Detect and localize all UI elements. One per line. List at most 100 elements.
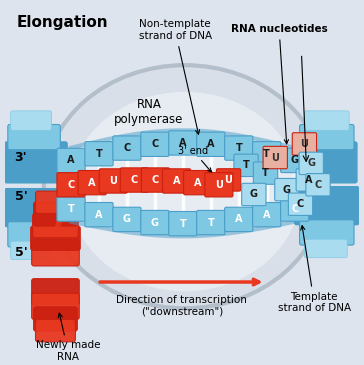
FancyBboxPatch shape bbox=[225, 207, 253, 231]
Text: U: U bbox=[300, 139, 308, 149]
Text: 5': 5' bbox=[15, 246, 27, 260]
Text: C: C bbox=[151, 139, 159, 149]
FancyBboxPatch shape bbox=[57, 197, 85, 221]
Text: 3': 3' bbox=[15, 151, 27, 164]
FancyBboxPatch shape bbox=[295, 187, 359, 224]
Text: C: C bbox=[314, 180, 322, 190]
Ellipse shape bbox=[69, 92, 300, 291]
FancyBboxPatch shape bbox=[113, 136, 141, 160]
FancyBboxPatch shape bbox=[296, 169, 320, 191]
Text: C: C bbox=[291, 204, 298, 214]
FancyBboxPatch shape bbox=[281, 148, 309, 173]
Text: T: T bbox=[179, 219, 186, 228]
Text: T: T bbox=[262, 168, 269, 178]
FancyBboxPatch shape bbox=[141, 168, 170, 192]
FancyBboxPatch shape bbox=[33, 307, 77, 331]
Text: U: U bbox=[271, 153, 279, 162]
Text: T: T bbox=[207, 218, 214, 227]
FancyBboxPatch shape bbox=[36, 319, 75, 342]
FancyBboxPatch shape bbox=[85, 203, 113, 227]
FancyBboxPatch shape bbox=[299, 152, 323, 174]
FancyBboxPatch shape bbox=[162, 169, 191, 193]
FancyBboxPatch shape bbox=[306, 174, 330, 196]
Text: G: G bbox=[283, 185, 291, 195]
Text: 5': 5' bbox=[15, 190, 27, 203]
FancyBboxPatch shape bbox=[242, 183, 266, 205]
Text: U: U bbox=[109, 176, 117, 186]
FancyBboxPatch shape bbox=[32, 293, 79, 319]
FancyBboxPatch shape bbox=[295, 142, 357, 183]
Text: A: A bbox=[179, 138, 187, 148]
FancyBboxPatch shape bbox=[32, 278, 79, 305]
FancyBboxPatch shape bbox=[32, 240, 79, 266]
Text: Newly made
RNA: Newly made RNA bbox=[36, 313, 100, 362]
Text: A: A bbox=[88, 178, 96, 188]
FancyBboxPatch shape bbox=[11, 111, 52, 130]
FancyBboxPatch shape bbox=[5, 189, 72, 227]
FancyBboxPatch shape bbox=[113, 207, 141, 231]
Text: Elongation: Elongation bbox=[17, 15, 108, 30]
Text: G: G bbox=[123, 214, 131, 224]
FancyBboxPatch shape bbox=[300, 124, 354, 150]
Text: Non-template
strand of DNA: Non-template strand of DNA bbox=[139, 19, 211, 134]
FancyBboxPatch shape bbox=[197, 132, 225, 157]
FancyBboxPatch shape bbox=[8, 124, 60, 150]
FancyBboxPatch shape bbox=[304, 239, 347, 258]
Text: T: T bbox=[243, 160, 249, 170]
Ellipse shape bbox=[44, 65, 326, 308]
Text: T: T bbox=[96, 149, 102, 159]
Text: A: A bbox=[263, 210, 270, 220]
FancyBboxPatch shape bbox=[120, 168, 149, 192]
FancyBboxPatch shape bbox=[57, 148, 85, 173]
FancyBboxPatch shape bbox=[263, 146, 288, 169]
FancyBboxPatch shape bbox=[292, 133, 317, 155]
Text: G: G bbox=[250, 189, 258, 200]
Text: U: U bbox=[225, 175, 233, 185]
FancyBboxPatch shape bbox=[253, 203, 281, 227]
FancyBboxPatch shape bbox=[36, 191, 75, 214]
Text: T: T bbox=[264, 149, 270, 159]
FancyBboxPatch shape bbox=[253, 162, 278, 184]
FancyBboxPatch shape bbox=[85, 142, 113, 166]
FancyBboxPatch shape bbox=[5, 142, 67, 183]
FancyBboxPatch shape bbox=[275, 178, 299, 201]
FancyBboxPatch shape bbox=[99, 169, 127, 193]
FancyBboxPatch shape bbox=[141, 132, 169, 157]
Text: A: A bbox=[194, 178, 201, 188]
Text: Template
strand of DNA: Template strand of DNA bbox=[278, 226, 351, 313]
FancyBboxPatch shape bbox=[197, 210, 225, 235]
FancyBboxPatch shape bbox=[57, 173, 85, 197]
FancyBboxPatch shape bbox=[300, 220, 354, 245]
FancyBboxPatch shape bbox=[169, 131, 197, 155]
Text: T: T bbox=[236, 143, 242, 153]
FancyBboxPatch shape bbox=[11, 241, 52, 260]
Text: A: A bbox=[235, 214, 242, 224]
Text: C: C bbox=[131, 175, 138, 185]
FancyBboxPatch shape bbox=[234, 154, 258, 177]
Text: C: C bbox=[123, 143, 131, 153]
FancyBboxPatch shape bbox=[33, 202, 77, 226]
Text: G: G bbox=[307, 158, 315, 168]
FancyBboxPatch shape bbox=[78, 170, 106, 195]
FancyBboxPatch shape bbox=[253, 142, 281, 166]
Text: Direction of transcription
("downstream"): Direction of transcription ("downstream"… bbox=[116, 295, 247, 316]
FancyBboxPatch shape bbox=[169, 211, 197, 236]
Text: U: U bbox=[215, 180, 223, 190]
FancyBboxPatch shape bbox=[8, 222, 62, 247]
Text: C: C bbox=[152, 175, 159, 185]
FancyBboxPatch shape bbox=[141, 210, 169, 235]
Text: C: C bbox=[297, 199, 304, 209]
Text: C: C bbox=[67, 180, 75, 190]
FancyBboxPatch shape bbox=[217, 169, 241, 191]
FancyBboxPatch shape bbox=[33, 214, 78, 238]
FancyBboxPatch shape bbox=[31, 226, 80, 250]
Text: A: A bbox=[305, 175, 312, 185]
Text: 3' end: 3' end bbox=[178, 146, 211, 172]
Text: A: A bbox=[173, 176, 180, 186]
Text: RNA
polymerase: RNA polymerase bbox=[114, 98, 183, 126]
FancyBboxPatch shape bbox=[304, 111, 349, 130]
Text: T: T bbox=[68, 204, 74, 214]
Text: A: A bbox=[207, 139, 214, 149]
FancyBboxPatch shape bbox=[183, 170, 212, 195]
Text: A: A bbox=[67, 155, 75, 165]
